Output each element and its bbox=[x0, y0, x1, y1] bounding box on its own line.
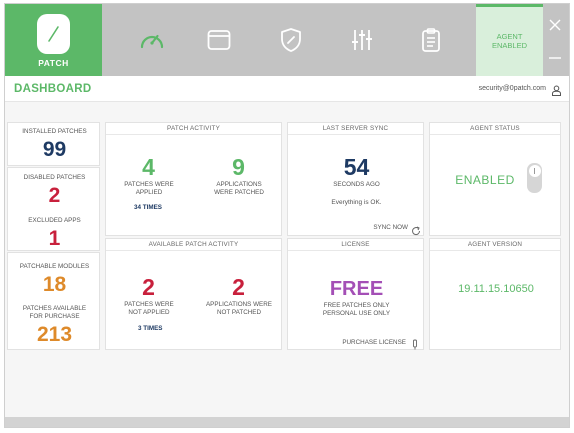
minimize-icon[interactable] bbox=[548, 48, 562, 59]
agent-tab-label: AGENT ENABLED bbox=[491, 32, 527, 50]
nav-dashboard-speedometer-icon[interactable] bbox=[138, 26, 166, 54]
bottom-bar bbox=[5, 417, 569, 427]
patches-available-value: 213 bbox=[36, 323, 73, 346]
agent-version-title: AGENT VERSION bbox=[430, 239, 560, 251]
server-sync-title: LAST SERVER SYNC bbox=[288, 123, 423, 135]
nav-security-shield-icon[interactable] bbox=[277, 26, 305, 54]
patches-applied-label: PATCHES WERE APPLIED bbox=[124, 181, 174, 196]
nav-settings-sliders-icon[interactable] bbox=[348, 26, 376, 54]
user-icon[interactable] bbox=[551, 83, 562, 96]
patch-times-link[interactable]: 34 TIMES bbox=[134, 204, 162, 211]
not-applied-label: PATCHES WERE NOT APPLIED bbox=[124, 301, 174, 316]
excluded-apps-value: 1 bbox=[48, 227, 61, 250]
purchase-icon[interactable] bbox=[411, 337, 419, 350]
not-applied-value: 2 bbox=[142, 274, 155, 300]
nav-applications-window-icon[interactable] bbox=[205, 26, 233, 54]
dashboard-header: DASHBOARD security@0patch.com bbox=[5, 76, 569, 102]
patches-applied-value: 4 bbox=[142, 154, 155, 180]
license-card[interactable]: LICENSE FREE FREE PATCHES ONLY PERSONAL U… bbox=[287, 238, 424, 350]
close-icon[interactable] bbox=[548, 18, 562, 32]
not-patched-label: APPLICATIONS WERE NOT PATCHED bbox=[205, 301, 272, 316]
installed-patches-label: INSTALLED PATCHES bbox=[22, 128, 87, 135]
agent-toggle[interactable] bbox=[527, 163, 542, 193]
disabled-patches-label: DISABLED PATCHES bbox=[23, 174, 86, 181]
nav-reports-clipboard-icon[interactable] bbox=[417, 26, 445, 54]
apps-patched-label: APPLICATIONS WERE PATCHED bbox=[214, 181, 264, 196]
patchable-modules-value: 18 bbox=[42, 273, 67, 296]
installed-patches-card[interactable]: INSTALLED PATCHES 99 bbox=[7, 122, 100, 166]
agent-status-title: AGENT STATUS bbox=[430, 123, 560, 135]
license-description: FREE PATCHES ONLY PERSONAL USE ONLY bbox=[322, 302, 391, 317]
agent-status-card[interactable]: AGENT STATUS ENABLED bbox=[429, 122, 561, 236]
patch-activity-title: PATCH ACTIVITY bbox=[106, 123, 281, 135]
sync-now-button[interactable]: SYNC NOW bbox=[373, 224, 408, 231]
available-activity-title: AVAILABLE PATCH ACTIVITY bbox=[106, 239, 281, 251]
agent-enabled-tab[interactable]: AGENT ENABLED bbox=[476, 4, 543, 76]
excluded-apps-label: EXCLUDED APPS bbox=[28, 217, 81, 224]
page-title: DASHBOARD bbox=[14, 83, 92, 95]
disabled-excluded-card[interactable]: DISABLED PATCHES 2 EXCLUDED APPS 1 bbox=[7, 167, 100, 251]
license-value: FREE bbox=[329, 278, 384, 300]
sync-status-text: Everything is OK. bbox=[331, 199, 382, 206]
patch-logo-icon bbox=[37, 14, 70, 54]
available-times-link[interactable]: 3 TIMES bbox=[138, 325, 163, 332]
logo-tile[interactable]: PATCH bbox=[5, 4, 102, 76]
patchable-modules-card[interactable]: PATCHABLE MODULES 18 PATCHES AVAILABLE FO… bbox=[7, 252, 100, 350]
app-window: PATCH bbox=[4, 3, 570, 428]
agent-version-card[interactable]: AGENT VERSION 19.11.15.10650 bbox=[429, 238, 561, 350]
license-title: LICENSE bbox=[288, 239, 423, 251]
agent-status-value: ENABLED bbox=[455, 173, 515, 187]
sync-seconds-value: 54 bbox=[343, 154, 370, 180]
patch-activity-card[interactable]: PATCH ACTIVITY 4 PATCHES WERE APPLIED 9 A… bbox=[105, 122, 282, 236]
purchase-license-button[interactable]: PURCHASE LICENSE bbox=[342, 339, 406, 346]
sync-seconds-label: SECONDS AGO bbox=[333, 181, 380, 188]
patchable-modules-label: PATCHABLE MODULES bbox=[19, 263, 90, 270]
available-patch-activity-card[interactable]: AVAILABLE PATCH ACTIVITY 2 PATCHES WERE N… bbox=[105, 238, 282, 350]
server-sync-card[interactable]: LAST SERVER SYNC 54 SECONDS AGO Everythi… bbox=[287, 122, 424, 236]
apps-patched-value: 9 bbox=[232, 154, 245, 180]
installed-patches-value: 99 bbox=[42, 138, 67, 161]
patches-available-label: PATCHES AVAILABLE FOR PURCHASE bbox=[22, 305, 87, 320]
agent-version-value: 19.11.15.10650 bbox=[458, 283, 534, 295]
logo-label: PATCH bbox=[38, 58, 69, 68]
top-nav-bar: PATCH bbox=[5, 4, 569, 76]
refresh-icon[interactable] bbox=[411, 223, 421, 236]
toggle-knob bbox=[528, 165, 541, 177]
not-patched-value: 2 bbox=[232, 274, 245, 300]
disabled-patches-value: 2 bbox=[48, 184, 61, 207]
user-email: security@0patch.com bbox=[478, 85, 546, 92]
